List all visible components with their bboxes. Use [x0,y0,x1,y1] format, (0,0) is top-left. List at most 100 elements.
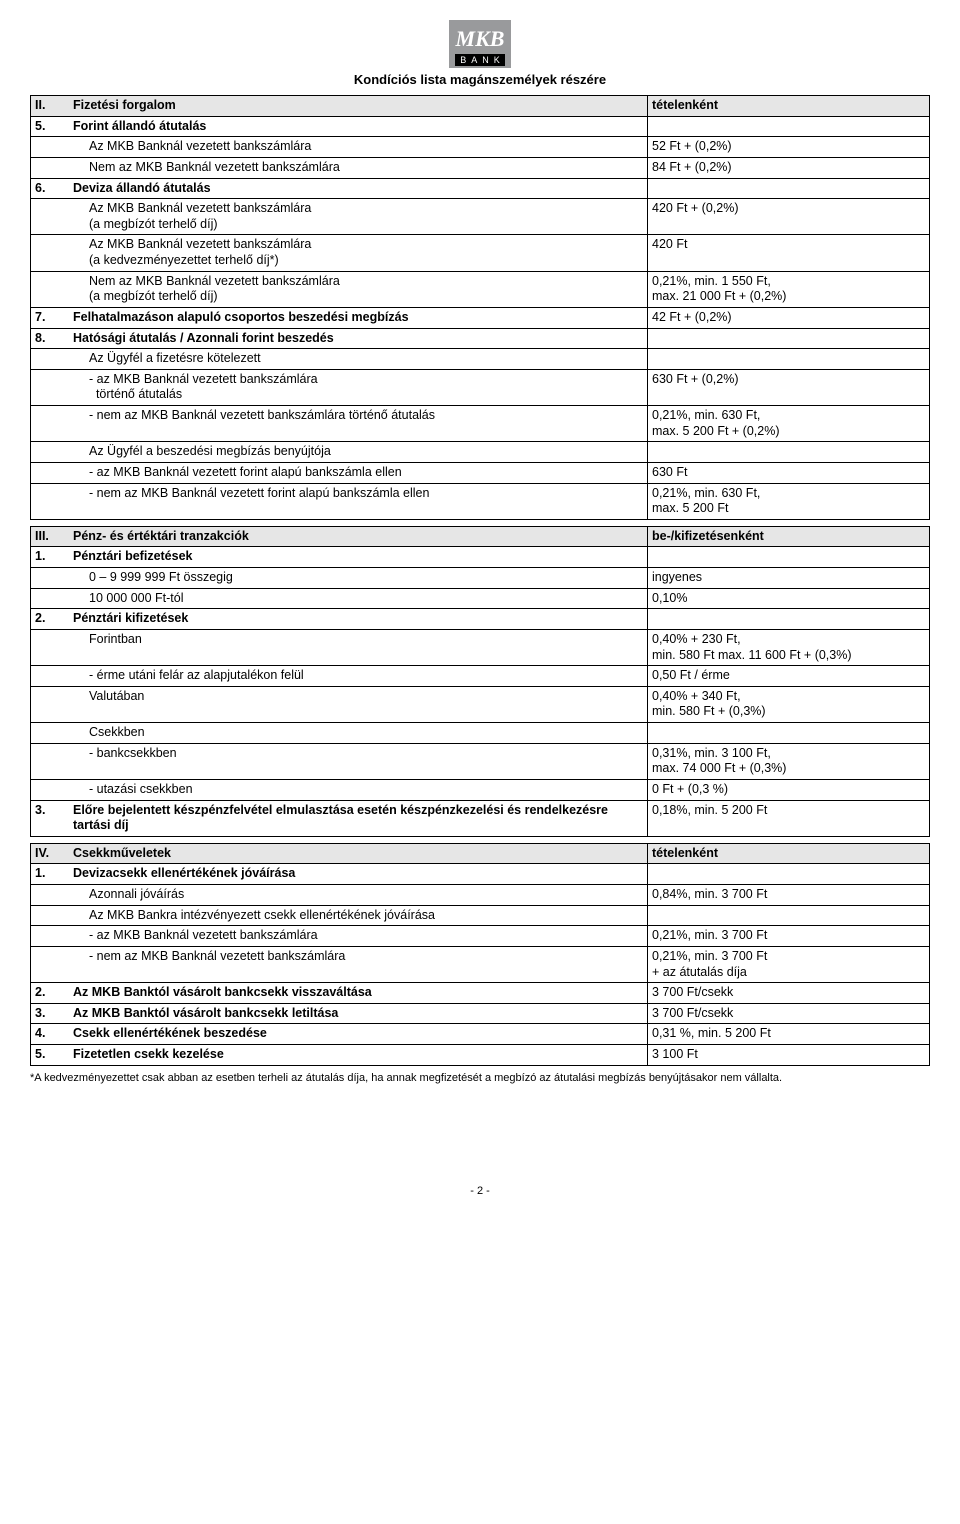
row-desc: Csekkben [69,723,648,744]
section-title: Csekkműveletek [69,843,648,864]
row-val: 0 Ft + (0,3 %) [648,779,930,800]
row-val [648,547,930,568]
footnote: *A kedvezményezettet csak abban az esetb… [30,1072,930,1086]
row-desc: Az MKB Banknál vezetett bankszámlára [69,137,648,158]
row-title: Csekk ellenértékének beszedése [69,1024,648,1045]
row-val: 42 Ft + (0,2%) [648,307,930,328]
row-val [648,116,930,137]
row-val: 0,40% + 340 Ft,min. 580 Ft + (0,3%) [648,686,930,722]
section-col: tételenként [648,96,930,117]
row-desc: - nem az MKB Banknál vezetett forint ala… [69,483,648,519]
row-desc: - érme utáni felár az alapjutalékon felü… [69,666,648,687]
row-val [648,905,930,926]
row-desc: - bankcsekkben [69,743,648,779]
row-desc: - nem az MKB Banknál vezetett bankszámlá… [69,406,648,442]
row-val: 630 Ft [648,462,930,483]
logo-text-top: MKB [455,26,505,52]
row-num: 3. [31,1003,70,1024]
row-val: 420 Ft [648,235,930,271]
row-desc: Az MKB Banknál vezetett bankszámlára(a k… [69,235,648,271]
row-val [648,864,930,885]
row-val [648,609,930,630]
table-section-2: II. Fizetési forgalom tételenként 5.Fori… [30,95,930,520]
section-num: II. [31,96,70,117]
page-title: Kondíciós lista magánszemélyek részére [30,72,930,87]
row-val [648,723,930,744]
row-val: 3 100 Ft [648,1045,930,1066]
row-val: 0,10% [648,588,930,609]
row-val: 0,21%, min. 1 550 Ft,max. 21 000 Ft + (0… [648,271,930,307]
table-section-4: IV. Csekkműveletek tételenként 1.Devizac… [30,843,930,1066]
row-val: 84 Ft + (0,2%) [648,157,930,178]
row-val: 0,31 %, min. 5 200 Ft [648,1024,930,1045]
page-number: - 2 - [30,1185,930,1197]
section-num: III. [31,526,70,547]
row-val [648,178,930,199]
row-title: Az MKB Banktól vásárolt bankcsekk vissza… [69,983,648,1004]
row-desc: Az MKB Banknál vezetett bankszámlára(a m… [69,199,648,235]
row-val: 0,21%, min. 3 700 Ft+ az átutalás díja [648,946,930,982]
row-val: 0,21%, min. 630 Ft,max. 5 200 Ft [648,483,930,519]
row-val: ingyenes [648,568,930,589]
section-title: Pénz- és értéktári tranzakciók [69,526,648,547]
row-val: 0,40% + 230 Ft,min. 580 Ft max. 11 600 F… [648,629,930,665]
row-num: 2. [31,983,70,1004]
section-title: Fizetési forgalom [69,96,648,117]
row-num: 4. [31,1024,70,1045]
row-desc: Nem az MKB Banknál vezetett bankszámlára… [69,271,648,307]
row-val [648,349,930,370]
row-title: Hatósági átutalás / Azonnali forint besz… [69,328,648,349]
row-desc: 10 000 000 Ft-tól [69,588,648,609]
row-num: 1. [31,864,70,885]
section-col: be-/kifizetésenként [648,526,930,547]
logo-text-bottom: BANK [455,54,505,66]
table-section-3: III. Pénz- és értéktári tranzakciók be-/… [30,526,930,837]
row-val: 3 700 Ft/csekk [648,983,930,1004]
row-desc: Az Ügyfél a beszedési megbízás benyújtój… [69,442,648,463]
row-val: 0,21%, min. 3 700 Ft [648,926,930,947]
row-desc: - nem az MKB Banknál vezetett bankszámlá… [69,946,648,982]
row-title: Pénztári befizetések [69,547,648,568]
row-title: Pénztári kifizetések [69,609,648,630]
logo: MKB BANK [30,20,930,68]
row-num: 5. [31,1045,70,1066]
row-num: 6. [31,178,70,199]
row-num: 7. [31,307,70,328]
row-val: 0,31%, min. 3 100 Ft,max. 74 000 Ft + (0… [648,743,930,779]
row-val: 0,21%, min. 630 Ft,max. 5 200 Ft + (0,2%… [648,406,930,442]
row-val: 0,50 Ft / érme [648,666,930,687]
row-num: 5. [31,116,70,137]
row-num: 8. [31,328,70,349]
row-title: Az MKB Banktól vásárolt bankcsekk letilt… [69,1003,648,1024]
row-val: 3 700 Ft/csekk [648,1003,930,1024]
row-val: 52 Ft + (0,2%) [648,137,930,158]
section-col: tételenként [648,843,930,864]
row-num: 2. [31,609,70,630]
row-num: 3. [31,800,70,836]
row-val: 630 Ft + (0,2%) [648,369,930,405]
row-val: 0,84%, min. 3 700 Ft [648,885,930,906]
row-desc: 0 – 9 999 999 Ft összegig [69,568,648,589]
row-desc: Nem az MKB Banknál vezetett bankszámlára [69,157,648,178]
row-title: Felhatalmazáson alapuló csoportos beszed… [69,307,648,328]
row-desc: - utazási csekkben [69,779,648,800]
row-title: Előre bejelentett készpénzfelvétel elmul… [69,800,648,836]
row-num: 1. [31,547,70,568]
row-val [648,328,930,349]
row-title: Forint állandó átutalás [69,116,648,137]
row-val [648,442,930,463]
row-desc: - az MKB Banknál vezetett forint alapú b… [69,462,648,483]
section-num: IV. [31,843,70,864]
row-title: Fizetetlen csekk kezelése [69,1045,648,1066]
row-desc: Az MKB Bankra intézvényezett csekk ellen… [69,905,648,926]
row-title: Deviza állandó átutalás [69,178,648,199]
row-val: 420 Ft + (0,2%) [648,199,930,235]
row-desc: Valutában [69,686,648,722]
row-desc: Az Ügyfél a fizetésre kötelezett [69,349,648,370]
row-desc: Forintban [69,629,648,665]
row-desc: Azonnali jóváírás [69,885,648,906]
row-desc: - az MKB Banknál vezetett bankszámlára t… [69,369,648,405]
row-val: 0,18%, min. 5 200 Ft [648,800,930,836]
row-title: Devizacsekk ellenértékének jóváírása [69,864,648,885]
row-desc: - az MKB Banknál vezetett bankszámlára [69,926,648,947]
